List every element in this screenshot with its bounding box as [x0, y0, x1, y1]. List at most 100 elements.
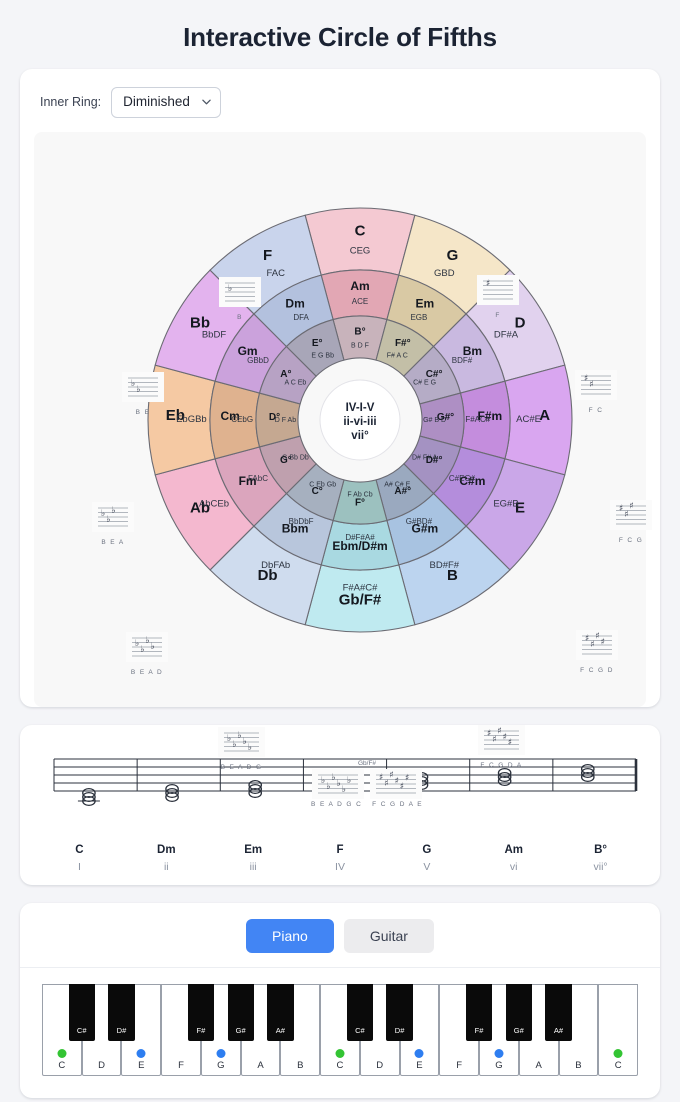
circle-hub[interactable]: [319, 379, 401, 461]
instrument-tab-piano[interactable]: Piano: [246, 918, 334, 953]
wedge-chord-label: Ebm/D#m: [332, 539, 387, 553]
note-head: [248, 779, 263, 790]
note-head: [580, 771, 595, 782]
svg-text:♯: ♯: [395, 776, 399, 786]
wedge-notes-label: A# C# E: [384, 481, 410, 488]
piano-black-key-label: A#: [553, 1025, 564, 1035]
piano-white-key-label: C: [58, 1059, 66, 1071]
wedge-notes-label: G Bb Db: [282, 454, 309, 461]
piano-black-key-label: F#: [196, 1025, 206, 1035]
wedge-notes-label: DbFAb: [261, 560, 290, 571]
key-signature-badge: ♭ ♭ ♭ ♭ ♭ B E A D G: [218, 726, 265, 771]
svg-text:♯: ♯: [487, 729, 491, 739]
wedge-notes-label: F Ab Cb: [347, 491, 372, 498]
wedge-chord-label: D: [515, 314, 526, 331]
piano-black-key[interactable]: G#: [227, 983, 254, 1041]
chord-column[interactable]: B° vii°: [557, 842, 644, 873]
piano-black-key[interactable]: F#: [465, 983, 493, 1041]
chord-name: G: [422, 843, 432, 856]
piano-white-key-label: G: [495, 1059, 503, 1071]
svg-text:♯: ♯: [585, 634, 589, 644]
chord-column[interactable]: Dm ii: [123, 842, 210, 873]
wedge-chord-label: Bb: [190, 314, 210, 331]
key-signature-label: F: [495, 311, 501, 319]
svg-text:♯: ♯: [590, 640, 594, 650]
piano-black-key[interactable]: C#: [346, 983, 373, 1041]
circle-wedge[interactable]: [285, 318, 345, 377]
wedge-notes-label: BD#F#: [430, 560, 460, 571]
svg-text:♭: ♭: [321, 776, 325, 786]
key-signature-pair-header: Gb/F#: [357, 759, 377, 767]
wedge-notes-label: C# E G: [413, 380, 436, 387]
piano-black-key-label: C#: [76, 1025, 87, 1035]
wedge-chord-label: Dm: [285, 296, 304, 310]
piano-white-key-label: E: [138, 1059, 145, 1071]
flat-key-signature-staff: ♭♭♭: [98, 506, 128, 527]
chord-column[interactable]: Am vi: [470, 842, 557, 873]
chord-name: F: [336, 843, 344, 856]
wedge-notes-label: D F Ab: [275, 417, 297, 424]
wedge-chord-label: Db: [258, 567, 278, 584]
svg-text:♯: ♯: [619, 504, 623, 514]
piano-black-key[interactable]: D#: [108, 983, 135, 1041]
sharp-key-signature-staff: ♯♯♯♯♯: [484, 727, 519, 750]
piano-white-key[interactable]: C: [598, 983, 638, 1076]
piano-white-key-label: B: [297, 1059, 304, 1071]
wedge-chord-label: Gm: [238, 344, 258, 358]
wedge-notes-label: EGB: [410, 313, 427, 322]
wedge-notes-label: FAC: [266, 268, 285, 279]
chord-numeral: IV: [335, 860, 345, 873]
circle-wedge[interactable]: [320, 269, 400, 321]
wedge-chord-label: C: [355, 222, 366, 239]
chord-column[interactable]: Em iii: [210, 842, 297, 873]
root-note-dot: [57, 1048, 67, 1058]
svg-text:♭: ♭: [106, 515, 110, 525]
wedge-notes-label: F# A C: [387, 352, 408, 359]
piano-black-key[interactable]: A#: [267, 983, 294, 1041]
circle-card: Inner Ring: DiminishedMinorMajorNone C CE…: [20, 69, 660, 808]
svg-text:♯: ♯: [486, 279, 490, 289]
piano-keyboard[interactable]: C D E F G A B C D E F G A B C C# D# F# G# A# C# D# F# G# A#: [42, 983, 638, 1076]
instrument-tab-guitar[interactable]: Guitar: [343, 918, 434, 953]
wedge-chord-label: Bbm: [282, 521, 309, 535]
piano-black-key[interactable]: C#: [68, 983, 95, 1041]
wedge-chord-label: E°: [312, 338, 323, 349]
wedge-chord-label: B°: [354, 326, 365, 337]
inner-ring-label: Inner Ring:: [40, 95, 102, 110]
piano-black-key[interactable]: A#: [545, 983, 572, 1041]
hub-progression-line: ii-vi-iii: [343, 416, 376, 428]
piano-black-key[interactable]: G#: [505, 983, 532, 1041]
flat-key-signature-staff: ♭♭♭♭♭♭: [318, 773, 358, 795]
svg-text:♯: ♯: [405, 773, 409, 783]
sharp-key-signature-staff: ♯♯: [581, 374, 611, 395]
piano-black-key-label: A#: [275, 1025, 285, 1035]
key-signature-label: F C G D A E: [372, 800, 423, 808]
instrument-tabs: Piano Guitar: [20, 903, 660, 968]
inner-ring-select[interactable]: DiminishedMinorMajorNone: [111, 87, 222, 118]
chord-tone-dot: [216, 1048, 226, 1058]
wedge-notes-label: D#F#A#: [345, 533, 375, 542]
piano-white-key-label: F: [178, 1059, 184, 1071]
key-signature-badge: ♯ ♯ ♯ ♯ ♯ F C G D A: [478, 724, 525, 769]
piano-black-key[interactable]: F#: [187, 983, 215, 1041]
svg-text:♯: ♯: [595, 632, 599, 642]
svg-text:♭: ♭: [101, 509, 105, 519]
svg-text:♭: ♭: [232, 740, 236, 750]
wedge-chord-label: F°: [355, 497, 365, 508]
piano-black-key-label: D#: [116, 1025, 127, 1035]
chord-numeral: ii: [163, 860, 169, 873]
svg-text:♯: ♯: [492, 735, 496, 745]
piano-black-key[interactable]: D#: [386, 983, 413, 1041]
circle-wedge[interactable]: [304, 207, 416, 276]
flat-key-signature-staff: ♭♭♭♭: [132, 636, 162, 657]
chord-column[interactable]: F IV: [297, 842, 384, 873]
key-signature-badge: ♭ B: [219, 276, 261, 321]
wedge-chord-label: F: [263, 247, 272, 264]
wedge-notes-label: E G Bb: [311, 352, 334, 359]
wedge-chord-label: C#m: [459, 474, 485, 488]
wedge-chord-label: Gb/F#: [339, 592, 382, 609]
circle-stage: C CEG G GBD D DF#A A AC#E E EG#B B BD#F# Gb/F# F#A#C#…: [34, 131, 652, 808]
